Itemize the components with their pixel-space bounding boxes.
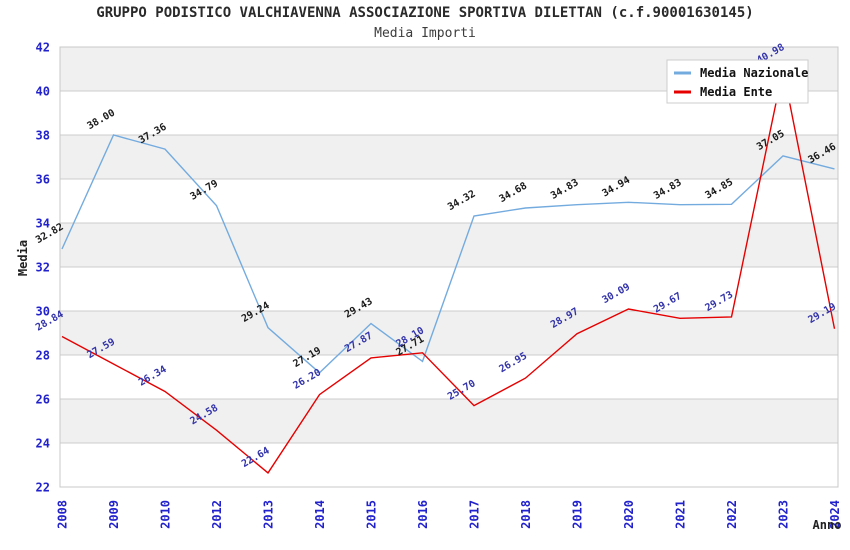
plot-band <box>60 179 838 223</box>
plot-band <box>60 267 838 311</box>
x-tick-label: 2019 <box>571 500 585 529</box>
x-axis-title: Anno <box>813 518 842 532</box>
legend-item-label: Media Ente <box>700 85 772 99</box>
x-tick-label: 2017 <box>468 500 482 529</box>
y-tick-label: 42 <box>36 41 50 55</box>
x-tick-label: 2022 <box>725 500 739 529</box>
y-tick-label: 38 <box>36 129 50 143</box>
legend: Media Nazionale Media Ente <box>666 59 809 104</box>
chart-title: GRUPPO PODISTICO VALCHIAVENNA ASSOCIAZIO… <box>96 5 754 21</box>
y-tick-label: 26 <box>36 393 50 407</box>
y-tick-label: 22 <box>36 481 50 495</box>
x-tick-label: 2014 <box>313 500 327 529</box>
y-tick-label: 30 <box>36 305 50 319</box>
plot-band <box>60 399 838 443</box>
chart-subtitle: Media Importi <box>374 26 476 41</box>
x-tick-label: 2009 <box>107 500 121 529</box>
plot-band <box>60 355 838 399</box>
plot-band <box>60 311 838 355</box>
x-tick-label: 2012 <box>210 500 224 529</box>
x-tick-label: 2024 <box>828 500 842 529</box>
x-tick-label: 2015 <box>365 500 379 529</box>
y-axis-title: Media <box>16 240 30 276</box>
plot-band <box>60 135 838 179</box>
x-tick-label: 2010 <box>159 500 173 529</box>
x-tick-label: 2023 <box>777 500 791 529</box>
x-tick-label: 2020 <box>622 500 636 529</box>
series-line-nazionale <box>61 134 835 374</box>
series-line-ente <box>61 69 836 474</box>
x-tick-label: 2018 <box>519 500 533 529</box>
y-tick-label: 40 <box>36 85 50 99</box>
x-tick-label: 2016 <box>416 500 430 529</box>
y-tick-label: 28 <box>36 349 50 363</box>
y-tick-label: 32 <box>36 261 50 275</box>
legend-box <box>666 59 809 104</box>
x-tick-label: 2008 <box>56 500 70 529</box>
plot-band <box>60 443 838 487</box>
x-tick-label: 2021 <box>674 500 688 529</box>
y-tick-label: 24 <box>36 437 50 451</box>
x-tick-label: 2013 <box>262 500 276 529</box>
plot-band <box>60 223 838 267</box>
y-tick-label: 34 <box>36 217 50 231</box>
y-tick-label: 36 <box>36 173 50 187</box>
plot-border <box>59 46 839 488</box>
legend-item-label: Media Nazionale <box>700 66 808 80</box>
